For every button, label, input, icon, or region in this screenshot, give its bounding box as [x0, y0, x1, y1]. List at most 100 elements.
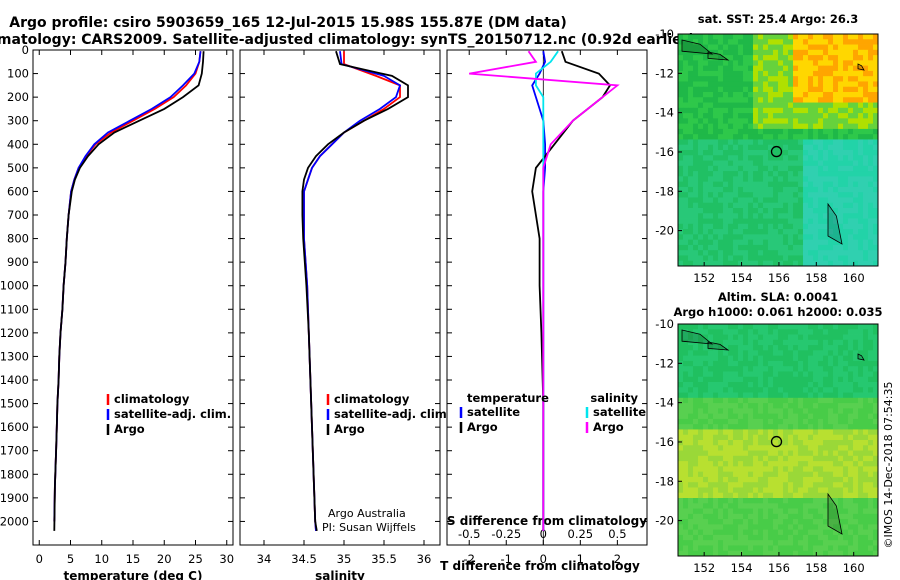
map-cell — [718, 461, 724, 467]
map-cell — [698, 513, 704, 520]
map-cell — [693, 471, 699, 478]
map-cell — [678, 461, 684, 467]
map-cell — [833, 76, 839, 82]
map-cell — [678, 92, 684, 98]
map-cell — [763, 403, 769, 409]
map-cell — [703, 413, 709, 420]
map-cell — [678, 128, 684, 135]
map-cell — [693, 86, 699, 93]
map-cell — [843, 455, 849, 462]
map-cell — [758, 434, 764, 441]
map-cell — [743, 102, 749, 109]
map-cell — [868, 487, 874, 494]
map-cell — [748, 392, 754, 399]
map-cell — [848, 387, 854, 393]
map-cell — [863, 529, 869, 536]
map-cell — [728, 160, 734, 167]
map-cell — [788, 360, 794, 367]
map-cell — [683, 171, 689, 177]
map-cell — [723, 70, 729, 77]
map-cell — [853, 144, 859, 151]
map-cell — [708, 250, 714, 256]
map-cell — [778, 466, 784, 473]
map-cell — [748, 408, 754, 415]
map-cell — [858, 366, 864, 372]
map-cell — [848, 34, 854, 40]
map-cell — [773, 471, 779, 478]
map-cell — [738, 39, 744, 45]
map-cell — [773, 160, 779, 167]
map-cell — [813, 208, 819, 214]
map-cell — [698, 492, 704, 499]
map-cell — [783, 165, 789, 172]
map-cell — [848, 92, 854, 98]
map-cell — [728, 413, 734, 420]
map-cell — [678, 519, 684, 525]
map-cell — [848, 345, 854, 351]
map-cell — [863, 97, 869, 103]
map-cell — [793, 392, 799, 399]
map-cell — [728, 213, 734, 219]
map-cell — [683, 329, 689, 335]
map-cell — [778, 482, 784, 488]
map-cell — [723, 92, 729, 98]
map-cell — [748, 92, 754, 98]
map-cell — [828, 244, 834, 251]
map-cell — [828, 171, 834, 177]
map-cell — [713, 218, 719, 225]
map-cell — [783, 113, 789, 119]
map-cell — [713, 534, 719, 541]
map-cell — [828, 160, 834, 167]
map-cell — [773, 508, 779, 515]
map-cell — [788, 408, 794, 415]
map-cell — [688, 455, 694, 462]
map-cell — [818, 413, 824, 420]
x-axis-label: salinity — [315, 569, 365, 580]
map-cell — [843, 239, 849, 246]
map-cell — [708, 450, 714, 457]
map-cell — [838, 487, 844, 494]
map-cell — [723, 97, 729, 103]
map-cell — [708, 118, 714, 125]
map-cell — [688, 476, 694, 483]
map-cell — [753, 334, 759, 341]
y-tick-label: 900 — [7, 255, 29, 269]
map-cell — [863, 123, 869, 130]
map-cell — [713, 55, 719, 61]
map-cell — [758, 498, 764, 504]
map-cell — [783, 498, 789, 504]
map-cell — [868, 476, 874, 483]
map-cell — [748, 139, 754, 146]
map-cell — [853, 197, 859, 204]
map-cell — [768, 234, 774, 241]
map-cell — [838, 155, 844, 161]
map-cell — [713, 350, 719, 357]
map-cell — [843, 181, 849, 188]
map-cell — [758, 223, 764, 230]
map-cell — [788, 366, 794, 372]
map-cell — [743, 39, 749, 45]
map-cell — [793, 65, 799, 72]
map-cell — [688, 339, 694, 346]
map-cell — [808, 345, 814, 351]
map-cell — [853, 498, 859, 504]
map-cell — [703, 476, 709, 483]
map-cell — [718, 434, 724, 441]
map-cell — [843, 487, 849, 494]
map-cell — [793, 86, 799, 93]
map-cell — [678, 508, 684, 515]
map-cell — [778, 487, 784, 494]
map-cell — [703, 418, 709, 425]
map-cell — [773, 260, 779, 267]
map-cell — [773, 176, 779, 183]
map-cell — [838, 540, 844, 546]
map-cell — [788, 434, 794, 441]
map-cell — [763, 123, 769, 130]
map-cell — [683, 529, 689, 536]
map-cell — [788, 482, 794, 488]
map-cell — [773, 128, 779, 135]
y-tick-label: 800 — [7, 232, 29, 246]
map-cell — [758, 202, 764, 209]
map-cell — [788, 76, 794, 82]
map-cell — [778, 524, 784, 531]
